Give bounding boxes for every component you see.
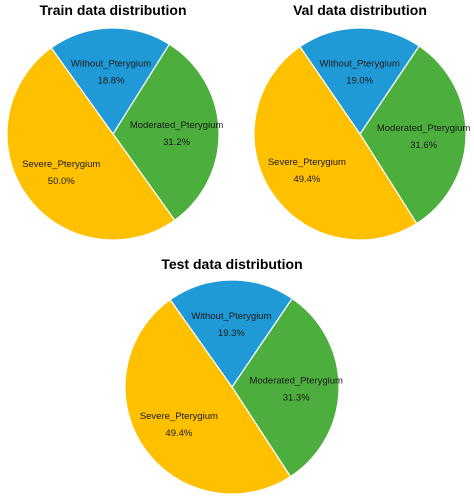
slice-label: Moderated_Pterygium: [377, 123, 471, 134]
slice-percentage: 50.0%: [48, 176, 75, 187]
slice-label: Without_Pterygium: [71, 58, 151, 69]
slice-percentage: 19.0%: [346, 75, 373, 86]
val-pie-chart: Val data distribution Without_Pterygium 1…: [253, 2, 471, 241]
slice-moderated-pterygium: [359, 45, 467, 225]
slice-severe-pterygium: [6, 46, 176, 241]
slice-without-pterygium: [169, 279, 293, 389]
slice-percentage: 19.3%: [218, 328, 245, 339]
test-pie-chart: Test data distribution Without_Pterygium…: [124, 256, 343, 495]
slice-label: Moderated_Pterygium: [249, 376, 343, 387]
slice-percentage: 31.3%: [283, 393, 310, 404]
slice-percentage: 49.4%: [293, 174, 320, 185]
slice-severe-pterygium: [253, 45, 418, 241]
slice-moderated-pterygium: [231, 297, 340, 478]
slice-label: Severe_Pterygium: [22, 159, 100, 170]
slice-severe-pterygium: [124, 298, 292, 495]
slice-label: Without_Pterygium: [320, 58, 400, 69]
slice-label: Severe_Pterygium: [140, 411, 218, 422]
slice-moderated-pterygium: [112, 43, 220, 222]
slice-label: Moderated_Pterygium: [130, 120, 224, 131]
slice-label: Severe_Pterygium: [268, 157, 346, 168]
slice-label: Without_Pterygium: [191, 311, 271, 322]
slice-without-pterygium: [299, 27, 420, 136]
chart-title: Val data distribution: [293, 2, 427, 18]
slice-percentage: 49.4%: [165, 428, 192, 439]
chart-title: Train data distribution: [39, 2, 186, 18]
slice-percentage: 31.6%: [410, 140, 437, 151]
chart-title: Test data distribution: [161, 256, 302, 272]
slice-percentage: 31.2%: [163, 137, 190, 148]
slice-without-pterygium: [50, 27, 171, 136]
train-pie-chart: Train data distribution Without_Pterygiu…: [6, 2, 224, 241]
slice-percentage: 18.8%: [98, 75, 125, 86]
